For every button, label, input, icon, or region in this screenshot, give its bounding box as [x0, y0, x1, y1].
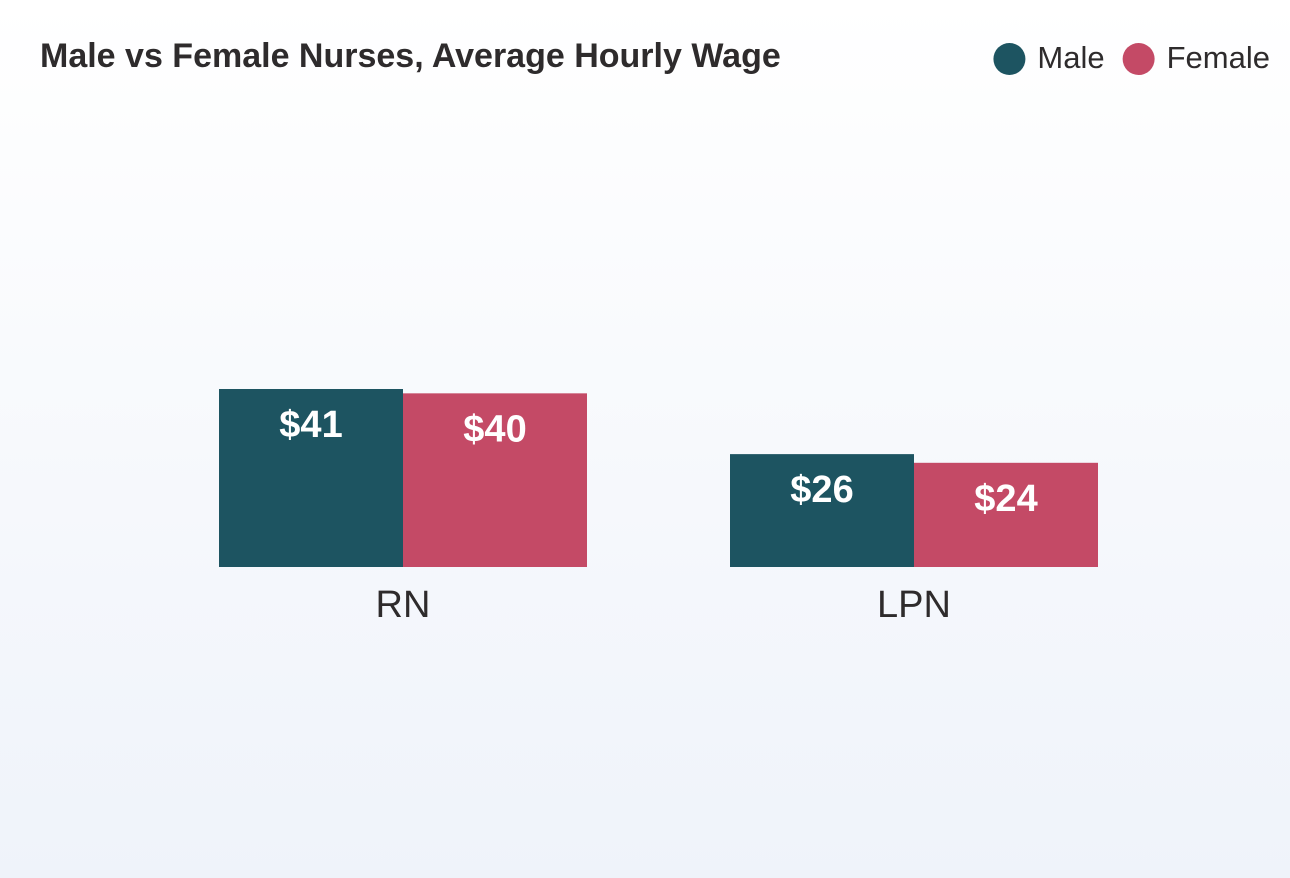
value-label: $24: [974, 478, 1037, 520]
value-label: $26: [790, 469, 853, 511]
bar: [403, 393, 587, 567]
chart-title: Male vs Female Nurses, Average Hourly Wa…: [40, 37, 781, 75]
x-tick-label: RN: [376, 584, 431, 626]
legend-label: Female: [1167, 40, 1270, 75]
value-label: $40: [463, 408, 526, 450]
legend-swatch: [993, 43, 1026, 75]
legend-label: Male: [1037, 40, 1104, 75]
bar: [219, 389, 403, 567]
x-tick-label: LPN: [877, 584, 951, 626]
bar: [730, 454, 914, 567]
bar: [914, 462, 1098, 567]
value-label: $41: [279, 404, 342, 446]
legend-swatch: [1122, 43, 1155, 75]
